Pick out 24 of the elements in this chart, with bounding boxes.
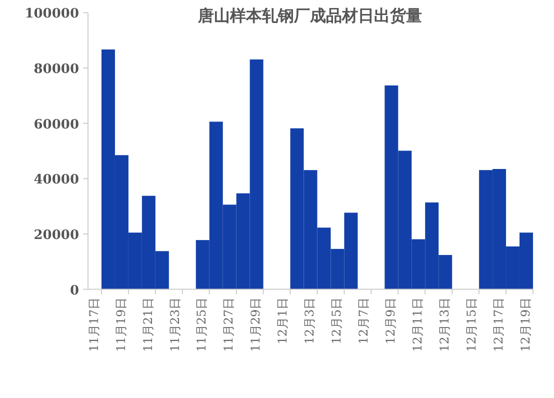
x-tick-label: 11月21日 [140,297,155,352]
x-tick-label: 11月23日 [168,297,182,352]
x-tick-label: 12月1日 [276,297,290,344]
y-tick-label: 40000 [34,172,79,188]
y-tick-label: 20000 [34,228,79,243]
x-tick-label: 11月25日 [194,297,209,352]
y-tick-label: 60000 [34,117,79,132]
x-tick-label: 12月5日 [330,297,344,344]
x-tick-label: 12月11日 [410,297,425,352]
x-tick-label: 12月19日 [518,297,532,352]
x-tick-label: 12月7日 [356,297,371,344]
y-tick-label: 0 [70,283,79,298]
x-tick-label: 12月3日 [302,297,317,344]
x-tick-label: 12月15日 [464,297,478,352]
y-tick-label: 100000 [24,6,79,22]
x-tick-label: 12月17日 [491,297,506,352]
y-tick-label: 80000 [34,62,79,78]
x-tick-label: 11月17日 [86,297,101,352]
chart-title: 唐山样本轧钢厂成品材日出货量 [197,6,422,25]
x-tick-label: 11月29日 [248,297,263,352]
x-tick-label: 11月27日 [222,297,236,352]
x-tick-label: 12月13日 [437,297,452,352]
x-tick-label: 11月19日 [114,297,128,352]
x-tick-label: 12月9日 [384,297,398,344]
